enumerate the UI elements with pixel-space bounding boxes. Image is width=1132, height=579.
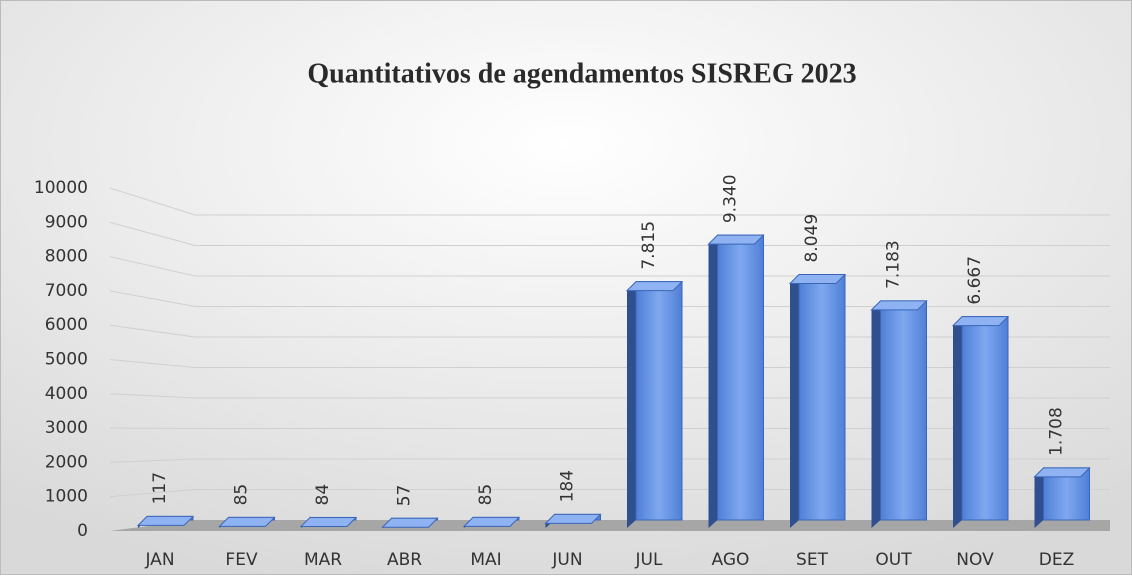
bar-side — [709, 235, 718, 528]
value-label: 184 — [558, 470, 578, 502]
chart-title: Quantitativos de agendamentos SISREG 202… — [307, 58, 856, 89]
y-tick-label: 9000 — [45, 212, 88, 232]
x-tick-label: SET — [796, 550, 829, 570]
value-label: 1.708 — [1047, 407, 1067, 456]
x-tick-label: JUL — [635, 550, 663, 570]
value-label: 85 — [476, 484, 496, 506]
x-tick-label: FEV — [225, 550, 258, 570]
bar-top — [383, 518, 438, 527]
value-label: 85 — [232, 484, 252, 506]
bar-top — [953, 317, 1008, 326]
value-label: 7.183 — [884, 240, 904, 289]
x-tick-label: MAI — [470, 550, 501, 570]
bar-top — [220, 517, 275, 526]
y-tick-label: 7000 — [45, 281, 88, 301]
bar-side — [872, 301, 881, 528]
value-label: 6.667 — [965, 256, 985, 305]
bar — [799, 275, 845, 520]
value-label: 117 — [150, 472, 170, 504]
value-label: 57 — [395, 485, 415, 507]
y-tick-label: 3000 — [45, 418, 88, 438]
value-label: 84 — [313, 484, 333, 506]
bar-side — [627, 282, 636, 528]
y-tick-label: 6000 — [45, 315, 88, 335]
bar-top — [709, 235, 764, 244]
bar-side — [953, 317, 962, 528]
value-label: 8.049 — [802, 214, 822, 263]
y-tick-label: 4000 — [45, 384, 88, 404]
y-tick-label: 8000 — [45, 247, 88, 267]
bar — [718, 235, 764, 520]
bar-top — [301, 517, 356, 526]
y-tick-label: 5000 — [45, 350, 88, 370]
y-tick-label: 0 — [77, 521, 88, 541]
bar-top — [464, 517, 519, 526]
x-tick-label: JUN — [551, 550, 582, 570]
bar-top — [138, 516, 193, 525]
bar — [962, 317, 1008, 520]
bar-top — [1035, 468, 1090, 477]
bar — [881, 301, 927, 520]
y-tick-label: 1000 — [45, 487, 88, 507]
x-tick-label: OUT — [875, 550, 912, 570]
bar-top — [546, 514, 601, 523]
x-tick-label: AGO — [712, 550, 750, 570]
bar — [636, 282, 682, 520]
x-tick-label: JAN — [144, 550, 174, 570]
bar-top — [872, 301, 927, 310]
value-label: 9.340 — [721, 174, 741, 223]
bar-top — [790, 275, 845, 284]
x-tick-label: NOV — [956, 550, 994, 570]
x-tick-label: MAR — [304, 550, 342, 570]
bar-side — [790, 275, 799, 528]
y-tick-label: 2000 — [45, 452, 88, 472]
x-tick-label: ABR — [387, 550, 422, 570]
x-tick-label: DEZ — [1039, 550, 1074, 570]
value-label: 7.815 — [639, 221, 659, 270]
bar-top — [627, 282, 682, 291]
y-tick-label: 10000 — [34, 178, 88, 198]
